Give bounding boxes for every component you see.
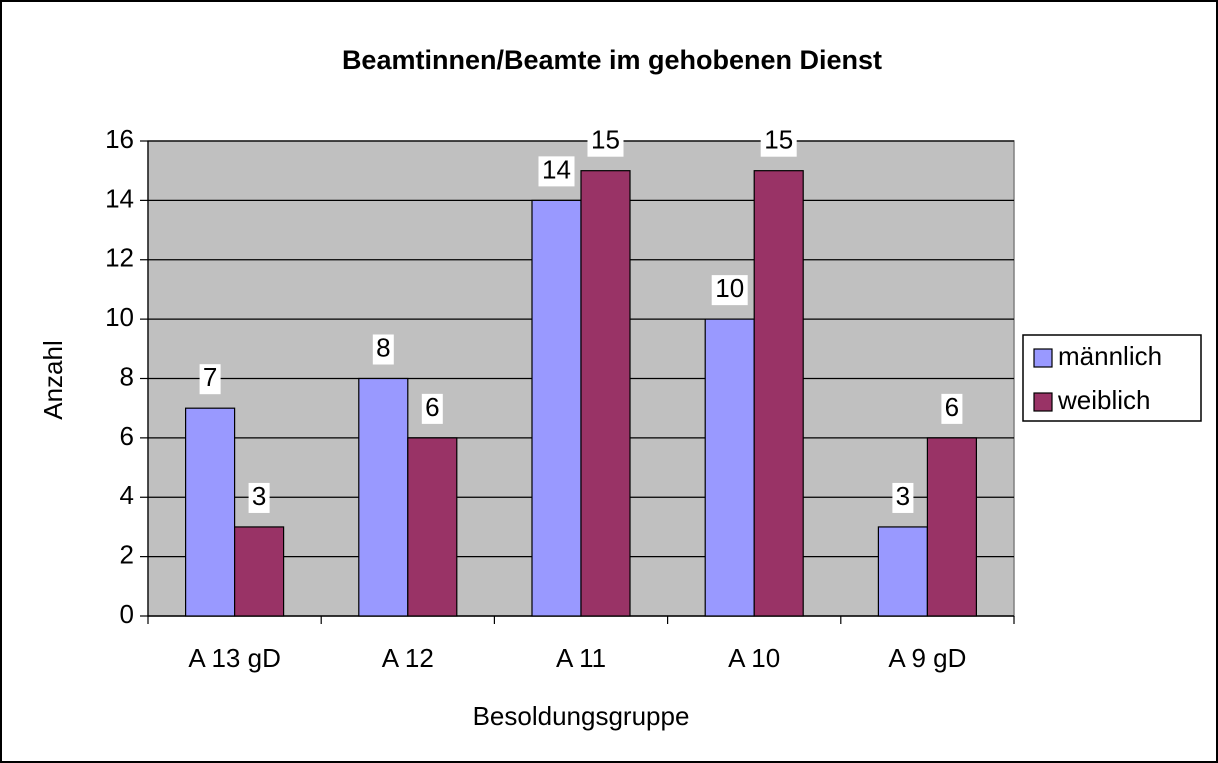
y-tick-label: 10 [105,302,134,332]
bar [877,526,929,617]
bar [407,437,458,617]
bar [185,407,236,617]
legend-label: männlich [1058,341,1162,371]
y-tick-label: 2 [120,540,134,570]
bar [531,199,582,617]
chart-title: Beamtinnen/Beamte im gehobenen Dienst [342,45,882,75]
y-tick-label: 8 [120,361,134,391]
bar [926,437,978,617]
legend-swatch [1033,348,1053,368]
data-label-bg [892,482,914,513]
data-label: 6 [425,392,439,422]
data-label: 3 [252,481,266,511]
data-label: 6 [945,392,959,422]
x-tick-label: A 11 [556,643,606,673]
data-label-bg [587,126,624,157]
x-tick-label: A 9 gD [888,643,966,673]
x-axis-title: Besoldungsgruppe [473,701,690,731]
data-label-bg [941,393,963,424]
y-tick-label: 4 [120,480,134,510]
y-tick-label: 12 [105,243,134,273]
bar [753,170,804,617]
legend-label: weiblich [1057,385,1151,415]
x-tick-label: A 12 [382,643,434,673]
data-label-bg [421,393,443,424]
x-tick-label: A 10 [728,643,780,673]
bar [358,377,409,617]
data-label-bg [538,156,575,187]
data-label-bg [372,334,394,365]
data-label: 15 [591,125,620,155]
y-axis-title: Anzahl [38,340,68,420]
data-label: 7 [203,362,217,392]
data-label: 14 [542,154,571,184]
data-label-bg [711,275,748,306]
x-tick-label: A 13 gD [188,643,281,673]
y-tick-label: 14 [105,183,134,213]
y-tick-label: 6 [120,421,134,451]
data-label-bg [760,126,797,157]
y-tick-label: 0 [120,599,134,629]
data-label: 10 [715,273,744,303]
data-label: 8 [376,332,390,362]
legend-swatch [1033,392,1053,412]
data-label: 3 [896,481,910,511]
legend-box [1022,334,1202,422]
bar [580,170,631,617]
y-tick-label: 16 [105,124,134,154]
bar [704,318,755,617]
data-label-bg [199,364,221,395]
data-label: 15 [764,125,793,155]
data-label-bg [248,482,270,513]
bar [234,526,285,617]
